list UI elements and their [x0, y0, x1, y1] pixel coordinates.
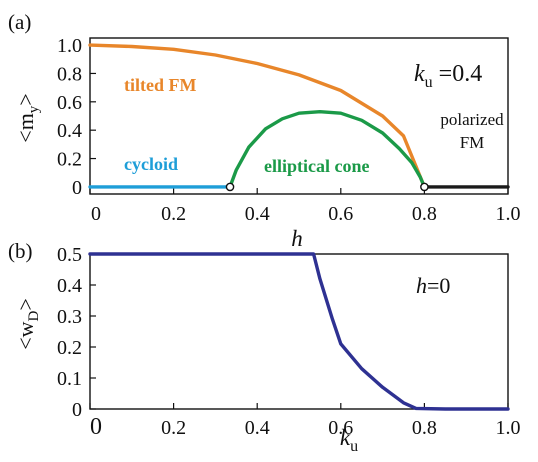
- cycloid-label: cycloid: [124, 154, 178, 174]
- polarized-fm-label-line2: FM: [460, 133, 485, 152]
- x-tick-label: 0: [90, 414, 102, 440]
- x-tick-label: 0.4: [245, 203, 270, 225]
- x-tick-label: 0: [91, 203, 101, 225]
- x-tick-label: 1.0: [496, 417, 521, 439]
- y-tick-label: 0.8: [57, 63, 82, 85]
- series-line-elliptical-cone: [228, 109, 427, 189]
- y-tick-label: 0.4: [57, 275, 82, 297]
- panel-b-x-axis-label: ku: [340, 425, 358, 455]
- param-h-label: h=0: [416, 273, 450, 298]
- panel-a-ticks: 0 0.2 0.4 0.6 0.8 1.0 0 0.2 0.4 0.6 0.8 1.0: [57, 35, 521, 225]
- panel-a-markers: [225, 182, 429, 192]
- y-tick-label: 0.2: [57, 337, 82, 359]
- x-tick-label: 0.2: [161, 203, 186, 225]
- x-tick-label: 0.8: [412, 417, 437, 439]
- elliptical-cone-label: elliptical cone: [264, 156, 369, 176]
- transition-point-marker: [225, 182, 235, 192]
- y-tick-label: 0.2: [57, 149, 82, 171]
- series-line-wd: [88, 252, 510, 411]
- y-tick-label: 1.0: [57, 35, 82, 57]
- panel-a-label: (a): [8, 10, 31, 34]
- y-tick-label: 0.1: [57, 368, 82, 390]
- x-tick-label: 0.2: [161, 417, 186, 439]
- y-tick-label: 0.4: [57, 120, 82, 142]
- x-tick-label: 0.6: [328, 417, 353, 439]
- series-line-tilted-fm: [88, 43, 427, 189]
- x-tick-label: 0.8: [412, 203, 437, 225]
- panel-a-y-axis-label: <my>: [13, 93, 42, 142]
- x-tick-label: 0.4: [245, 417, 270, 439]
- tilted-fm-label: tilted FM: [124, 75, 196, 95]
- panel-a-series: [88, 43, 510, 189]
- y-tick-label: 0.6: [57, 92, 82, 114]
- panel-b-label: (b): [8, 239, 33, 263]
- y-tick-label: 0: [72, 177, 82, 199]
- polarized-fm-label-line1: polarized: [440, 110, 504, 129]
- y-tick-label: 0.3: [57, 306, 82, 328]
- y-tick-label: 0: [72, 399, 82, 421]
- transition-point-marker: [420, 182, 429, 192]
- panel-b-y-axis-label: <wD>: [13, 298, 42, 350]
- x-tick-label: 0.6: [328, 203, 353, 225]
- x-tick-label: 1.0: [496, 203, 521, 225]
- panel-a: (a) 0 0.2 0.4 0.6 0.8 1.0 0 0.2 0.4 0.6 0.8 1.0 <my…: [8, 10, 521, 251]
- panel-b-series: [88, 252, 510, 411]
- panel-a-frame: [89, 37, 509, 195]
- panel-a-x-axis-label: h: [291, 226, 303, 251]
- panel-b: (b) 0 0.2 0.4 0.6 0.8 1.0 0 0.1 0.2 0.3 0.4 0.5 <wD…: [8, 239, 521, 455]
- y-tick-label: 0.5: [57, 244, 82, 266]
- panel-b-ticks: 0 0.2 0.4 0.6 0.8 1.0 0 0.1 0.2 0.3 0.4 0.5: [57, 244, 521, 440]
- param-ku-label: ku =0.4: [414, 61, 482, 91]
